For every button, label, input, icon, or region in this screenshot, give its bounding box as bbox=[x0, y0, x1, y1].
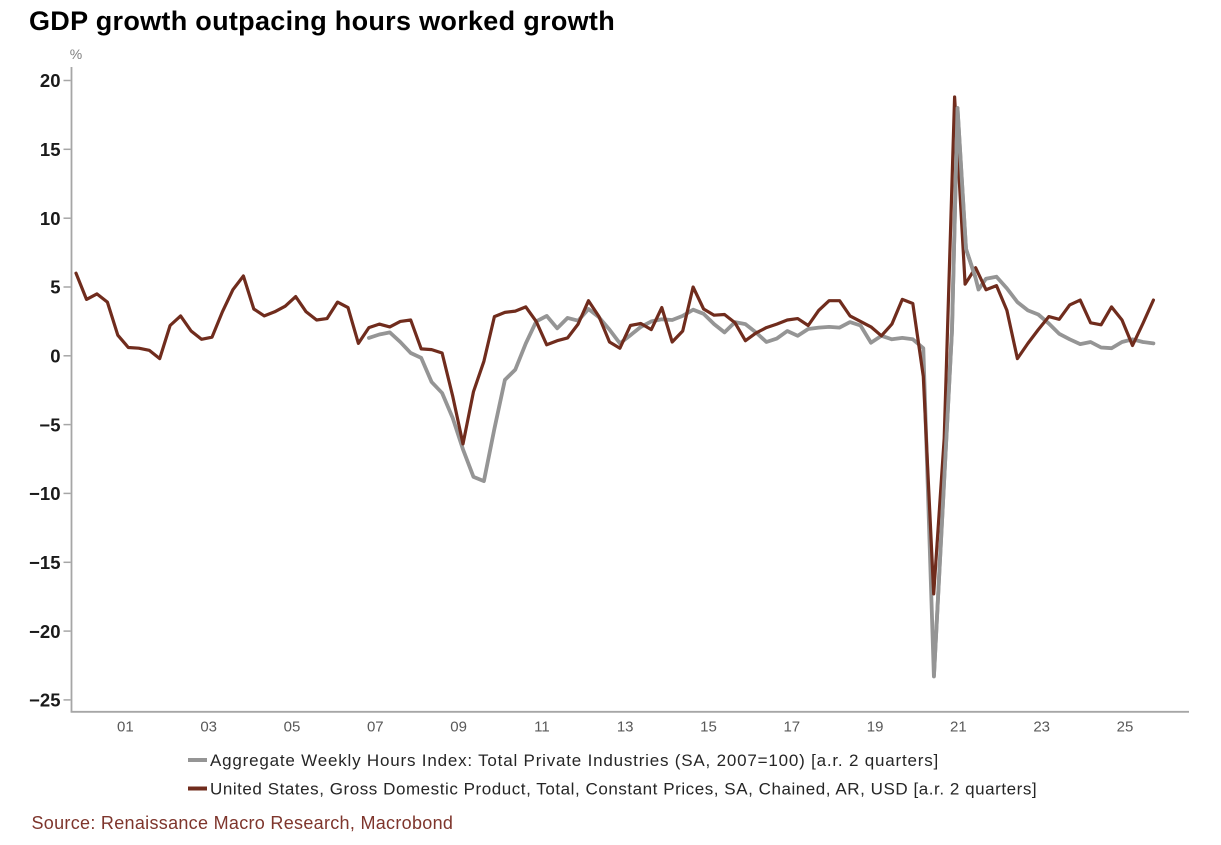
svg-text:21: 21 bbox=[950, 719, 967, 736]
svg-text:15: 15 bbox=[40, 139, 61, 160]
svg-text:−20: −20 bbox=[29, 621, 60, 642]
svg-text:Aggregate Weekly Hours Index:: Aggregate Weekly Hours Index: Total Priv… bbox=[210, 751, 939, 770]
svg-text:25: 25 bbox=[1117, 719, 1134, 736]
svg-text:19: 19 bbox=[867, 719, 884, 736]
svg-text:23: 23 bbox=[1033, 719, 1050, 736]
svg-text:−15: −15 bbox=[29, 552, 60, 573]
svg-text:−25: −25 bbox=[29, 690, 60, 711]
svg-text:0: 0 bbox=[50, 346, 60, 367]
svg-text:−5: −5 bbox=[39, 414, 60, 435]
svg-text:10: 10 bbox=[40, 208, 61, 229]
svg-text:−10: −10 bbox=[29, 483, 60, 504]
svg-text:05: 05 bbox=[284, 719, 301, 736]
svg-text:13: 13 bbox=[617, 719, 634, 736]
svg-text:01: 01 bbox=[117, 719, 134, 736]
svg-text:11: 11 bbox=[534, 719, 550, 736]
svg-text:03: 03 bbox=[200, 719, 217, 736]
svg-text:GDP growth outpacing hours wor: GDP growth outpacing hours worked growth bbox=[29, 6, 615, 36]
svg-text:United States, Gross Domestic: United States, Gross Domestic Product, T… bbox=[210, 780, 1037, 799]
svg-text:09: 09 bbox=[450, 719, 467, 736]
svg-text:Source: Renaissance Macro Rese: Source: Renaissance Macro Research, Macr… bbox=[32, 813, 454, 833]
svg-text:%: % bbox=[70, 46, 82, 62]
svg-text:17: 17 bbox=[783, 719, 800, 736]
svg-text:07: 07 bbox=[367, 719, 384, 736]
svg-text:5: 5 bbox=[50, 277, 60, 298]
svg-text:15: 15 bbox=[700, 719, 717, 736]
svg-text:20: 20 bbox=[40, 70, 61, 91]
